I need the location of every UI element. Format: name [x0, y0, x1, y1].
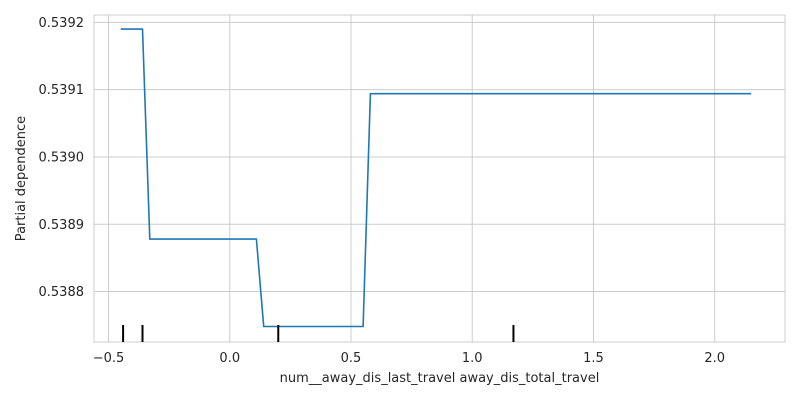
y-tick-label: 0.5388 — [39, 285, 85, 300]
grid — [94, 15, 785, 342]
x-axis-ticks: −0.5 0.0 0.5 1.0 1.5 2.0 — [93, 351, 725, 366]
plot-area-frame — [93, 14, 786, 343]
y-axis-title: Partial dependence — [14, 116, 29, 241]
x-tick-label: 1.0 — [462, 351, 483, 366]
y-tick-label: 0.5392 — [39, 16, 85, 31]
x-tick-label: 0.0 — [219, 351, 240, 366]
y-tick-label: 0.5390 — [39, 150, 85, 165]
x-tick-label: −0.5 — [93, 351, 125, 366]
x-tick-label: 2.0 — [704, 351, 725, 366]
x-axis-title: num__away_dis_last_travel away_dis_total… — [280, 371, 600, 386]
rug-marks — [122, 325, 515, 342]
x-tick-label: 0.5 — [341, 351, 362, 366]
y-axis-ticks: 0.5388 0.5389 0.5390 0.5391 0.5392 — [39, 16, 85, 300]
y-tick-label: 0.5391 — [39, 83, 85, 98]
x-tick-label: 1.5 — [583, 351, 604, 366]
partial-dependence-line — [120, 28, 752, 328]
series-layer — [120, 28, 752, 328]
y-tick-label: 0.5389 — [39, 218, 85, 233]
